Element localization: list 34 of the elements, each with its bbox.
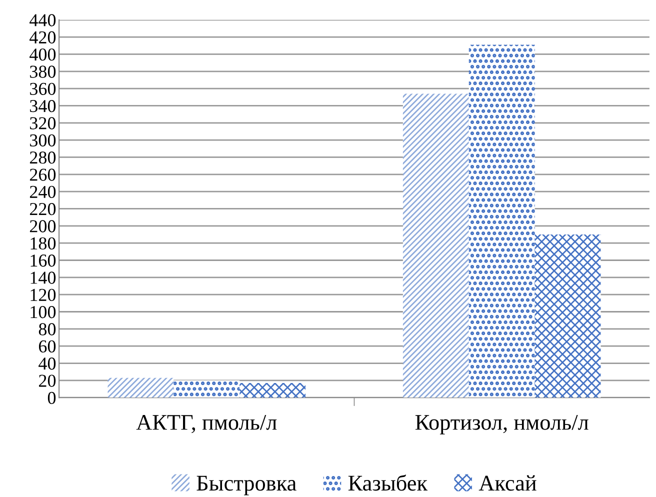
y-tick-label: 60 <box>38 340 56 353</box>
y-tick-label: 0 <box>48 392 56 404</box>
y-tick-label: 200 <box>30 220 56 232</box>
y-tick-label: 100 <box>30 306 56 318</box>
y-tick-label: 420 <box>30 31 56 44</box>
bar <box>468 44 535 398</box>
y-tick-label: 380 <box>30 66 56 78</box>
y-tick-label: 220 <box>30 202 56 216</box>
bar <box>174 380 240 398</box>
x-tick-label: АКТГ, пмоль/л <box>136 415 277 434</box>
y-tick-label: 80 <box>38 323 56 336</box>
legend-label: Аксай <box>478 475 536 491</box>
bar <box>240 383 306 398</box>
y-tick-label: 300 <box>30 134 56 147</box>
bar <box>108 378 174 398</box>
y-tick-label: 20 <box>39 374 56 387</box>
x-tick-label: Кортизол, нмоль/л <box>415 415 588 434</box>
bar <box>534 234 601 398</box>
y-tick-label: 260 <box>30 168 56 181</box>
y-tick-label: 140 <box>30 272 56 284</box>
bar <box>402 94 469 398</box>
y-tick-label: 340 <box>30 100 56 112</box>
y-tick-label: 320 <box>30 117 56 130</box>
y-tick-label: 440 <box>30 14 56 26</box>
y-tick-label: 40 <box>38 358 56 370</box>
y-tick-label: 400 <box>30 48 56 61</box>
y-tick-label: 180 <box>30 237 56 250</box>
y-tick-label: 360 <box>30 82 56 95</box>
y-tick-label: 120 <box>30 288 56 302</box>
y-tick-label: 280 <box>30 151 56 164</box>
legend-label: Казыбек <box>348 474 428 491</box>
legend-label: Быстровка <box>196 476 296 496</box>
y-tick-label: 240 <box>30 186 56 198</box>
y-tick-label: 160 <box>30 254 56 267</box>
